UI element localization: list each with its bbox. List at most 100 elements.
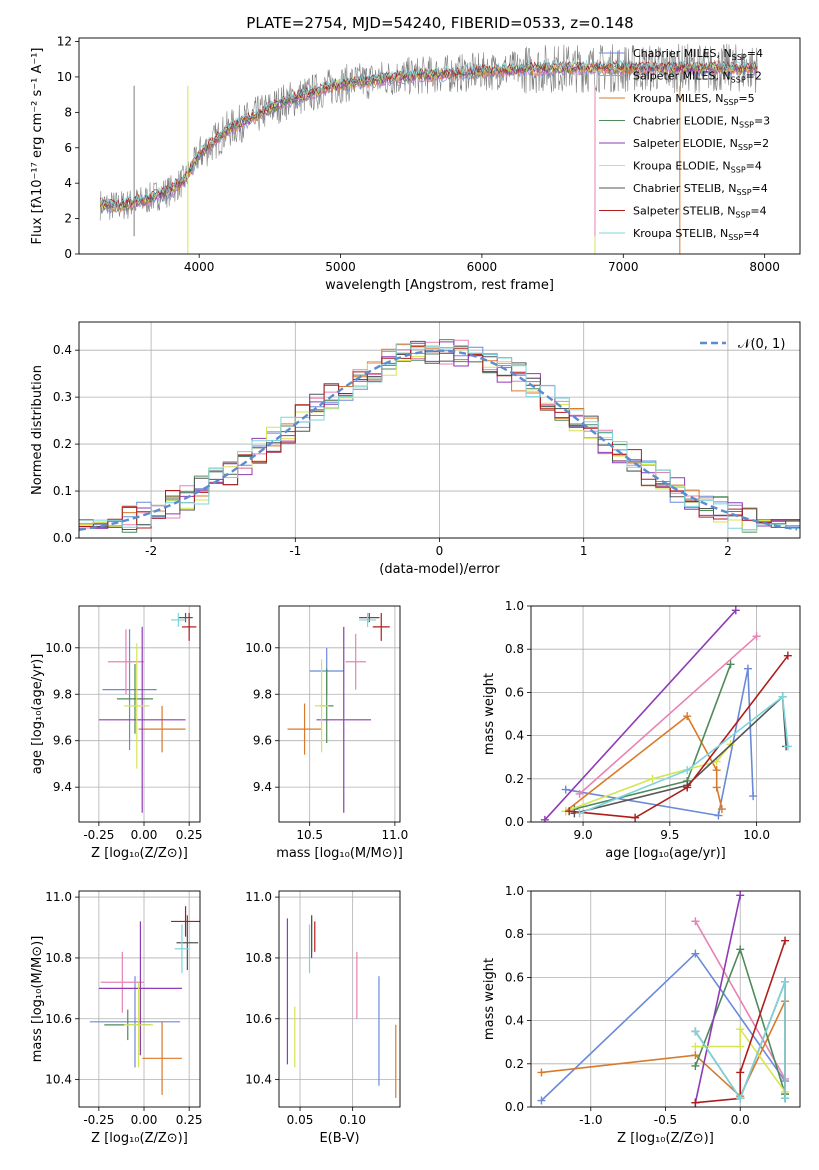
errorbar-point bbox=[176, 915, 199, 971]
panel-spectrum: 4000 5000 6000 7000 8000 0 2 4 6 8 10 12 wavelength … bbox=[30, 35, 801, 293]
weight-series bbox=[537, 997, 790, 1101]
y-tick-label: 0.2 bbox=[53, 437, 72, 451]
x-tick-label: 0.00 bbox=[131, 828, 158, 842]
plus-marker bbox=[743, 664, 752, 673]
errorbar-point bbox=[359, 612, 377, 627]
plus-marker bbox=[726, 660, 735, 669]
plus-marker bbox=[575, 809, 584, 818]
x-tick-label: 0.25 bbox=[176, 828, 203, 842]
y-tick-label: 0.2 bbox=[505, 1057, 524, 1071]
legend-entry: Salpeter STELIB, NSSP=4 bbox=[633, 205, 767, 220]
errorbar-point bbox=[138, 705, 186, 753]
x-axis-label: Z [log₁₀(Z/Z⊙)] bbox=[617, 1131, 714, 1146]
plot-area bbox=[286, 915, 397, 1098]
plus-marker bbox=[781, 936, 790, 945]
y-axis-label: age [log₁₀(age/yr)] bbox=[30, 654, 45, 775]
y-tick-label: 0.0 bbox=[53, 531, 72, 545]
errorbar-point bbox=[345, 633, 366, 690]
errorbar-point bbox=[181, 612, 197, 641]
errorbar-point bbox=[98, 921, 182, 1056]
plot-area bbox=[79, 339, 800, 533]
plus-marker bbox=[631, 813, 640, 822]
x-tick-label: -0.25 bbox=[83, 828, 114, 842]
plus-marker bbox=[731, 606, 740, 615]
plot-area bbox=[98, 612, 197, 813]
plus-marker bbox=[648, 774, 657, 783]
x-axis-label: age [log₁₀(age/yr)] bbox=[605, 846, 726, 861]
errorbar-point bbox=[100, 951, 145, 1013]
errorbar-point bbox=[107, 629, 145, 695]
x-axis-label: (data-model)/error bbox=[379, 562, 500, 577]
y-tick-label: 9.4 bbox=[53, 780, 72, 794]
series-line bbox=[694, 981, 786, 1101]
errorbar-point bbox=[174, 924, 190, 974]
plus-marker bbox=[736, 1042, 745, 1051]
errorbar-point bbox=[372, 612, 390, 641]
model-spectrum-line bbox=[99, 59, 758, 207]
errorbar-point bbox=[359, 612, 380, 623]
errorbar-point bbox=[98, 626, 186, 813]
y-tick-label: 0.6 bbox=[505, 970, 524, 984]
x-tick-label: 9.0 bbox=[574, 828, 593, 842]
axes-frame bbox=[530, 605, 801, 823]
y-tick-label: 10.0 bbox=[45, 641, 72, 655]
y-tick-label: 12 bbox=[57, 35, 72, 49]
y-tick-label: 11.0 bbox=[45, 890, 72, 904]
errorbar-point bbox=[171, 612, 186, 627]
histogram-step-line bbox=[79, 343, 800, 531]
plus-marker bbox=[783, 742, 792, 751]
legend-entry: Salpeter ELODIE, NSSP=2 bbox=[633, 137, 769, 152]
plot-area bbox=[537, 891, 790, 1107]
x-tick-label: 9.5 bbox=[660, 828, 679, 842]
weight-series bbox=[561, 664, 758, 820]
panel-mass-vs-Z: -0.25 0.00 0.25 10.4 10.6 10.8 11.0 Z [log₁₀(Z/… bbox=[30, 890, 203, 1146]
x-tick-label: 10.0 bbox=[743, 828, 770, 842]
plus-marker bbox=[540, 815, 549, 822]
series-line bbox=[565, 714, 723, 812]
y-tick-label: 0.3 bbox=[53, 390, 72, 404]
plus-marker bbox=[691, 949, 700, 958]
normal-distribution-curve bbox=[79, 349, 798, 531]
weight-series bbox=[691, 891, 745, 1107]
series-line bbox=[544, 609, 737, 821]
y-tick-label: 0.1 bbox=[53, 484, 72, 498]
legend-entry: Kroupa STELIB, NSSP=4 bbox=[633, 227, 759, 242]
plus-marker bbox=[752, 632, 761, 641]
x-axis-label: Z [log₁₀(Z/Z⊙)] bbox=[91, 1131, 188, 1146]
x-tick-label: 10.5 bbox=[296, 828, 323, 842]
legend-entry: Kroupa ELODIE, NSSP=4 bbox=[633, 160, 762, 175]
x-axis-label: mass [log₁₀(M/M⊙)] bbox=[276, 846, 403, 861]
errorbar-point bbox=[171, 906, 200, 937]
plus-marker bbox=[691, 917, 700, 926]
y-tick-label: 0.4 bbox=[505, 1014, 524, 1028]
y-tick-label: 4 bbox=[64, 176, 72, 190]
plus-marker bbox=[691, 1098, 700, 1107]
y-tick-label: 10.4 bbox=[245, 1073, 272, 1087]
y-tick-label: 0.6 bbox=[505, 685, 524, 699]
plus-marker bbox=[712, 783, 721, 792]
y-tick-label: 0.8 bbox=[505, 642, 524, 656]
x-tick-label: 5000 bbox=[325, 260, 356, 274]
plus-marker bbox=[749, 792, 758, 801]
x-tick-label: 11.0 bbox=[382, 828, 409, 842]
plus-marker bbox=[736, 1068, 745, 1077]
errorbar-point bbox=[89, 976, 181, 1068]
y-tick-label: 0 bbox=[64, 247, 72, 261]
axes-frame bbox=[278, 890, 401, 1108]
series-line bbox=[574, 694, 787, 815]
plus-marker bbox=[575, 789, 584, 798]
errorbar-point bbox=[178, 612, 193, 623]
weight-series bbox=[570, 660, 735, 814]
plus-marker bbox=[565, 807, 574, 816]
plus-marker bbox=[714, 811, 723, 820]
errorbar-point bbox=[116, 664, 154, 734]
panel-weight-vs-age: 9.0 9.5 10.0 0.0 0.2 0.4 0.6 0.8 1.0 age [log₁₀(a… bbox=[482, 599, 801, 861]
y-tick-label: 6 bbox=[64, 141, 72, 155]
plots-layer: 4000 5000 6000 7000 8000024681012wavelength … bbox=[30, 35, 801, 1146]
legend-entry: Salpeter MILES, NSSP=2 bbox=[633, 70, 762, 85]
panel-age-vs-Z: -0.25 0.00 0.25 9.4 9.6 9.8 10.0 Z [log₁₀(Z/Z⊙)… bbox=[30, 605, 203, 861]
axes-frame bbox=[530, 890, 801, 1108]
y-tick-label: 9.8 bbox=[53, 687, 72, 701]
plus-marker bbox=[683, 783, 692, 792]
plus-marker bbox=[691, 1027, 700, 1036]
